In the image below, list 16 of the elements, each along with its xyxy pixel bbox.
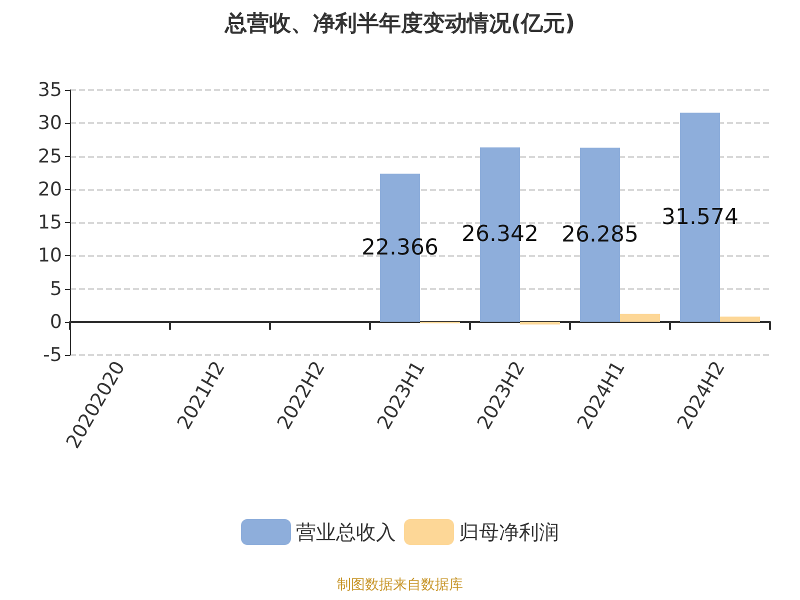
y-tick-label: 0 [50, 310, 62, 333]
bar [520, 322, 560, 325]
bar [620, 314, 660, 322]
y-tick-label: 25 [38, 145, 62, 168]
y-tick-label: 30 [38, 112, 62, 134]
legend-label: 归母净利润 [459, 520, 559, 544]
y-tick-label: 20 [38, 178, 62, 200]
bar [720, 316, 760, 322]
y-tick-label: 5 [50, 278, 62, 300]
legend-label: 营业总收入 [296, 520, 396, 544]
y-tick-label: -5 [43, 344, 62, 366]
chart-title: 总营收、净利半年度变动情况(亿元) [224, 10, 576, 36]
y-tick-label: 35 [38, 79, 62, 101]
text: 制图数据来自数据库 [337, 577, 463, 593]
y-tick-label: 15 [38, 212, 62, 234]
y-tick-label: 10 [38, 244, 62, 267]
